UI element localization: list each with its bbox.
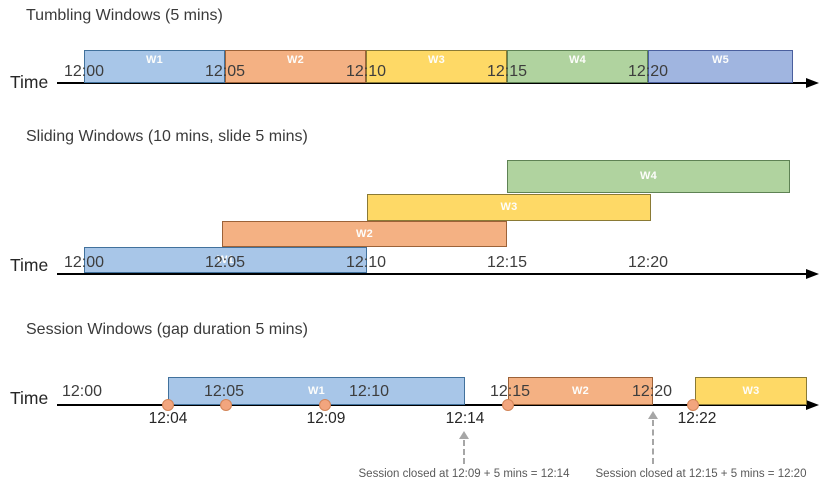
window-label-w2: W2 xyxy=(286,54,305,66)
axis-line-session xyxy=(57,404,806,406)
window-label-w4: W4 xyxy=(568,54,587,66)
window-bar-tumbling-w1: W1 xyxy=(84,50,225,83)
session-close-caption: Session closed at 12:15 + 5 mins = 12:20 xyxy=(595,468,807,480)
event-time-label: 12:04 xyxy=(148,410,188,427)
session-time-axis-label: Time xyxy=(10,388,49,408)
tick-label-sliding: 12:10 xyxy=(345,254,387,271)
session-close-arrow xyxy=(652,420,654,464)
session-close-arrowhead xyxy=(459,431,469,439)
tick-label-session: 12:05 xyxy=(203,383,245,400)
axis-line-tumbling xyxy=(57,82,806,84)
window-bar-sliding-w1: W1 xyxy=(84,247,367,273)
window-label-w3: W3 xyxy=(742,384,760,397)
event-dot xyxy=(220,399,232,411)
tick-label-sliding: 12:00 xyxy=(63,254,105,271)
window-bar-session-w2: W2 xyxy=(508,377,653,405)
tumbling-section-title: Tumbling Windows (5 mins) xyxy=(26,7,223,24)
tick-label-session: 12:20 xyxy=(631,383,673,400)
window-bar-tumbling-w2: W2 xyxy=(225,50,366,83)
window-bar-session-w3: W3 xyxy=(695,377,807,405)
event-dot xyxy=(687,399,699,411)
event-dot xyxy=(162,399,174,411)
window-bar-tumbling-w4: W4 xyxy=(507,50,648,83)
window-bar-sliding-w3: W3 xyxy=(367,194,651,221)
event-time-label: 12:14 xyxy=(445,410,485,427)
window-bar-tumbling-w5: W5 xyxy=(648,50,793,83)
window-label-w1: W1 xyxy=(307,384,326,397)
tumbling-time-axis-label: Time xyxy=(10,72,49,92)
tick-label-tumbling: 12:10 xyxy=(345,63,387,80)
tick-label-sliding: 12:20 xyxy=(627,254,669,271)
window-bar-sliding-w2: W2 xyxy=(222,221,507,247)
event-time-label: 12:22 xyxy=(677,410,717,427)
tick-label-session: 12:15 xyxy=(489,383,531,400)
axis-arrowhead-tumbling xyxy=(806,78,819,88)
window-label-w4: W4 xyxy=(639,170,658,182)
window-label-w3: W3 xyxy=(427,54,446,66)
event-time-label: 12:09 xyxy=(306,410,346,427)
session-close-arrow xyxy=(463,440,465,464)
window-bar-session-w1: W1 xyxy=(168,377,465,405)
event-dot xyxy=(319,399,331,411)
axis-arrowhead-session xyxy=(806,400,819,410)
session-close-arrowhead xyxy=(648,411,658,419)
tick-label-tumbling: 12:20 xyxy=(627,63,669,80)
tick-label-session: 12:00 xyxy=(61,383,103,400)
tick-label-sliding: 12:15 xyxy=(486,254,528,271)
tick-label-sliding: 12:05 xyxy=(204,254,246,271)
sliding-section-title: Sliding Windows (10 mins, slide 5 mins) xyxy=(26,128,308,145)
window-label-w2: W2 xyxy=(355,227,374,240)
window-label-w3: W3 xyxy=(500,201,518,213)
tick-label-tumbling: 12:15 xyxy=(486,63,528,80)
window-label-w5: W5 xyxy=(711,54,730,66)
sliding-time-axis-label: Time xyxy=(10,255,49,275)
axis-line-sliding xyxy=(57,273,806,275)
tick-label-tumbling: 12:05 xyxy=(204,63,246,80)
tick-label-tumbling: 12:00 xyxy=(63,63,105,80)
window-label-w1: W1 xyxy=(216,253,235,266)
window-label-w2: W2 xyxy=(571,384,590,397)
window-label-w1: W1 xyxy=(145,54,164,66)
window-bar-sliding-w4: W4 xyxy=(507,160,790,193)
session-close-caption: Session closed at 12:09 + 5 mins = 12:14 xyxy=(358,468,570,480)
event-dot xyxy=(502,399,514,411)
tick-label-session: 12:10 xyxy=(348,383,390,400)
window-bar-tumbling-w3: W3 xyxy=(366,50,507,83)
axis-arrowhead-sliding xyxy=(806,269,819,279)
session-section-title: Session Windows (gap duration 5 mins) xyxy=(26,321,308,338)
